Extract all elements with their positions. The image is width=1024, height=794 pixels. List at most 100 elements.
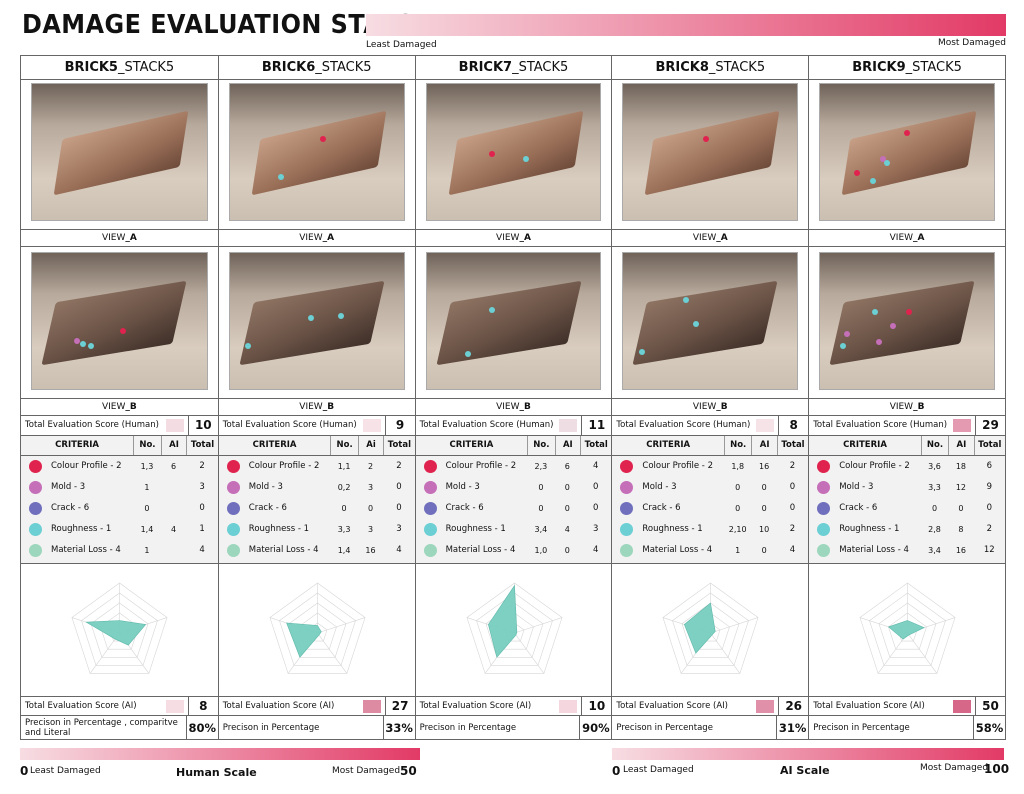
damage-marker bbox=[74, 338, 80, 344]
ai-score-swatch bbox=[756, 700, 775, 713]
criteria-label: Colour Profile - 2 bbox=[51, 461, 122, 471]
radar-svg bbox=[269, 582, 366, 674]
criteria-header: CRITERIA No. AI Total bbox=[415, 436, 612, 456]
ai-score-value: 50 bbox=[974, 697, 1005, 716]
criteria-color-dot bbox=[29, 460, 42, 473]
criteria-total: 6 bbox=[986, 461, 992, 471]
criteria-row: Material Loss - 4 1,4 16 4 bbox=[219, 540, 415, 561]
criteria-header-criteria: CRITERIA bbox=[55, 440, 99, 450]
criteria-total: 4 bbox=[789, 545, 796, 555]
damage-marker bbox=[88, 343, 94, 349]
ai-score-row: Total Evaluation Score (AI) 8 bbox=[21, 696, 218, 716]
ai-scale-most-label: Most Damaged bbox=[920, 763, 989, 773]
criteria-table: CRITERIA No. Ai Total Colour Profile - 2… bbox=[218, 436, 415, 564]
radar-chart bbox=[809, 565, 1005, 696]
criteria-table: CRITERIA No. AI Total Colour Profile - 2… bbox=[21, 436, 218, 564]
criteria-color-dot bbox=[817, 460, 831, 473]
human-scale-min: 0 bbox=[20, 764, 29, 778]
criteria-label: Roughness - 1 bbox=[51, 524, 112, 534]
ai-score-label: Total Evaluation Score (AI) bbox=[419, 701, 532, 711]
criteria-row: Crack - 6 0 0 0 bbox=[219, 498, 415, 519]
human-score-swatch bbox=[559, 419, 578, 432]
radar-axis bbox=[710, 617, 759, 634]
criteria-label: Crack - 6 bbox=[642, 503, 681, 513]
damage-marker bbox=[880, 156, 887, 162]
damage-marker bbox=[464, 351, 471, 357]
damage-marker bbox=[639, 349, 646, 355]
criteria-header-ai: AI bbox=[751, 436, 776, 455]
criteria-cell: Material Loss - 4 bbox=[21, 540, 133, 561]
criteria-color-dot bbox=[620, 460, 634, 473]
criteria-label: Mold - 3 bbox=[248, 482, 283, 492]
damage-marker bbox=[307, 315, 314, 321]
ai-score-swatch bbox=[362, 700, 381, 713]
criteria-cell: Colour Profile - 2 bbox=[219, 456, 331, 477]
radar-axis bbox=[317, 617, 365, 634]
criteria-header-total: Total bbox=[973, 436, 1005, 455]
human-score-value: 29 bbox=[974, 416, 1005, 435]
criteria-color-dot bbox=[423, 502, 437, 515]
criteria-header-no: No. bbox=[330, 436, 357, 455]
view-a-label: VIEW_A bbox=[809, 229, 1005, 247]
criteria-count: 0 bbox=[144, 504, 150, 513]
view-b-label: VIEW_B bbox=[612, 398, 809, 416]
criteria-total: 3 bbox=[396, 524, 402, 534]
criteria-row: Mold - 3 0 0 0 bbox=[416, 477, 612, 498]
damage-marker bbox=[488, 307, 495, 313]
criteria-total: 2 bbox=[199, 461, 205, 471]
criteria-total: 0 bbox=[396, 503, 402, 513]
criteria-header-ai: Ai bbox=[357, 436, 383, 455]
brick-title: BRICK7_STACK5 bbox=[415, 56, 612, 80]
criteria-cell: Material Loss - 4 bbox=[612, 540, 724, 561]
ai-scale-bar bbox=[612, 748, 1004, 760]
criteria-color-dot bbox=[620, 502, 634, 515]
criteria-color-dot bbox=[423, 481, 437, 494]
radar-grid-ring bbox=[672, 592, 750, 666]
criteria-header-total: Total bbox=[580, 436, 611, 455]
ai-score-value: 10 bbox=[581, 697, 611, 716]
criteria-count: 1,8 bbox=[731, 462, 745, 471]
criteria-count: 1 bbox=[144, 483, 150, 492]
damage-marker bbox=[244, 343, 251, 349]
criteria-cell: Mold - 3 bbox=[809, 477, 921, 498]
criteria-row: Colour Profile - 2 1,8 16 2 bbox=[612, 456, 808, 477]
criteria-ai-value: 4 bbox=[170, 525, 177, 534]
criteria-count: 3,6 bbox=[928, 462, 941, 471]
radar-svg bbox=[859, 582, 956, 674]
criteria-label: Roughness - 1 bbox=[248, 524, 310, 534]
ai-scale-title: AI Scale bbox=[780, 764, 830, 777]
ai-score-label: Total Evaluation Score (AI) bbox=[222, 701, 335, 711]
scale-most-label: Most Damaged bbox=[937, 38, 1006, 48]
criteria-ai-value: 2 bbox=[367, 462, 374, 471]
radar-grid-ring bbox=[878, 602, 937, 658]
damage-marker bbox=[277, 174, 284, 180]
criteria-header-criteria: CRITERIA bbox=[843, 440, 887, 450]
criteria-total: 4 bbox=[199, 545, 205, 555]
criteria-header-total: Total bbox=[776, 436, 808, 455]
radar-grid-ring bbox=[485, 602, 543, 658]
criteria-row: Material Loss - 4 1 0 4 bbox=[612, 540, 808, 561]
radar-grid-ring bbox=[288, 602, 347, 658]
human-scale-most-label: Most Damaged bbox=[332, 766, 401, 776]
criteria-label: Roughness - 1 bbox=[839, 524, 900, 534]
brick-photo-view-b bbox=[819, 252, 995, 390]
ai-score-value: 26 bbox=[778, 697, 808, 716]
brick-photo-view-a bbox=[31, 83, 208, 221]
criteria-cell: Mold - 3 bbox=[612, 477, 724, 498]
criteria-count: 1 bbox=[144, 546, 150, 555]
radar-axis bbox=[514, 617, 562, 634]
brick-photo-view-a bbox=[228, 83, 405, 221]
damage-scale-bar bbox=[366, 14, 1006, 36]
criteria-count: 1 bbox=[735, 546, 741, 555]
radar-grid-ring bbox=[81, 592, 158, 666]
criteria-cell: Crack - 6 bbox=[21, 498, 133, 519]
criteria-row: Roughness - 1 3,3 3 3 bbox=[219, 519, 415, 540]
radar-axis bbox=[907, 632, 938, 674]
brick-title: BRICK9_STACK5 bbox=[809, 56, 1005, 80]
human-score-label: Total Evaluation Score (Human) bbox=[419, 420, 554, 430]
damage-marker bbox=[870, 178, 877, 184]
criteria-header: CRITERIA No. AI Total bbox=[21, 436, 218, 456]
criteria-count: 3,3 bbox=[928, 483, 941, 492]
criteria-ai-value bbox=[161, 477, 187, 498]
criteria-label: Crack - 6 bbox=[248, 503, 287, 513]
